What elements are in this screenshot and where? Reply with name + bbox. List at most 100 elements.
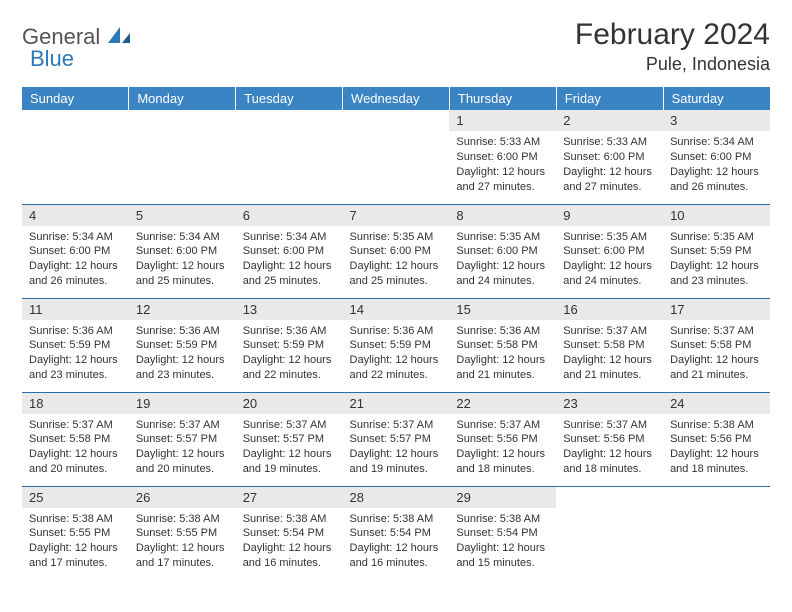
column-header: Tuesday xyxy=(236,87,343,110)
sunset-text: Sunset: 5:57 PM xyxy=(136,432,229,447)
sunrise-text: Sunrise: 5:33 AM xyxy=(563,135,656,150)
sunset-text: Sunset: 6:00 PM xyxy=(456,150,549,165)
daylight-text: Daylight: 12 hours and 18 minutes. xyxy=(456,447,549,477)
calendar-day-cell: 23Sunrise: 5:37 AMSunset: 5:56 PMDayligh… xyxy=(556,392,663,486)
sunrise-text: Sunrise: 5:37 AM xyxy=(136,418,229,433)
calendar-day-cell xyxy=(663,486,770,580)
sunrise-text: Sunrise: 5:36 AM xyxy=(456,324,549,339)
sunset-text: Sunset: 6:00 PM xyxy=(136,244,229,259)
day-details: Sunrise: 5:33 AMSunset: 6:00 PMDaylight:… xyxy=(449,131,556,200)
calendar-day-cell: 21Sunrise: 5:37 AMSunset: 5:57 PMDayligh… xyxy=(343,392,450,486)
calendar-day-cell xyxy=(556,486,663,580)
sunrise-text: Sunrise: 5:37 AM xyxy=(456,418,549,433)
column-header: Wednesday xyxy=(343,87,450,110)
calendar-day-cell: 29Sunrise: 5:38 AMSunset: 5:54 PMDayligh… xyxy=(449,486,556,580)
calendar-day-cell: 20Sunrise: 5:37 AMSunset: 5:57 PMDayligh… xyxy=(236,392,343,486)
sunrise-text: Sunrise: 5:34 AM xyxy=(670,135,763,150)
calendar-week-row: 25 Sunrise: 5:38 AMSunset: 5:55 PM Dayligh… xyxy=(22,486,770,580)
day-number: 15 xyxy=(449,299,556,320)
day-details: Sunrise: 5:38 AMSunset: 5:54 PMDaylight:… xyxy=(343,508,450,577)
daylight-text: Daylight: 12 hours and 27 minutes. xyxy=(456,165,549,195)
calendar-week-row: 18Sunrise: 5:37 AMSunset: 5:58 PMDayligh… xyxy=(22,392,770,486)
daylight-text: Daylight: 12 hours and 20 minutes. xyxy=(29,447,122,477)
sunrise-text: Sunrise: 5:35 AM xyxy=(563,230,656,245)
day-number: 8 xyxy=(449,205,556,226)
sunrise-text: Sunrise: 5:36 AM xyxy=(350,324,443,339)
sunset-text: Sunset: 5:58 PM xyxy=(456,338,549,353)
sunset-text: Sunset: 6:00 PM xyxy=(563,150,656,165)
daylight-text: Daylight: 12 hours and 23 minutes. xyxy=(136,353,229,383)
sunrise-text: Sunrise: 5:38 AM xyxy=(670,418,763,433)
page-header: General February 2024 Pule, Indonesia xyxy=(22,18,770,75)
day-number: 16 xyxy=(556,299,663,320)
sunrise-text: Sunrise: 5:37 AM xyxy=(29,418,122,433)
daylight-text: Daylight: 12 hours and 18 minutes. xyxy=(670,447,763,477)
sunset-text: Sunset: 5:54 PM xyxy=(243,526,336,541)
day-number: 10 xyxy=(663,205,770,226)
sunrise-text: Sunrise: 5:38 AM xyxy=(136,512,229,527)
column-header: Thursday xyxy=(449,87,556,110)
day-details: Sunrise: 5:34 AMSunset: 6:00 PMDaylight:… xyxy=(236,226,343,295)
day-number: 14 xyxy=(343,299,450,320)
day-number: 4 xyxy=(22,205,129,226)
sunset-text: Sunset: 5:58 PM xyxy=(670,338,763,353)
day-number: 7 xyxy=(343,205,450,226)
day-details: Sunrise: 5:37 AMSunset: 5:56 PMDaylight:… xyxy=(449,414,556,483)
sunset-text: Sunset: 5:56 PM xyxy=(563,432,656,447)
calendar-day-cell: 19Sunrise: 5:37 AMSunset: 5:57 PMDayligh… xyxy=(129,392,236,486)
sunset-text: Sunset: 5:58 PM xyxy=(29,432,122,447)
calendar-day-cell: 8Sunrise: 5:35 AMSunset: 6:00 PMDaylight… xyxy=(449,204,556,298)
day-details: Sunrise: 5:35 AMSunset: 6:00 PMDaylight:… xyxy=(556,226,663,295)
sunset-text: Sunset: 6:00 PM xyxy=(29,244,122,259)
day-details: Sunrise: 5:35 AMSunset: 5:59 PMDaylight:… xyxy=(663,226,770,295)
day-details: Sunrise: 5:36 AMSunset: 5:59 PMDaylight:… xyxy=(22,320,129,389)
sunrise-text: Sunrise: 5:35 AM xyxy=(670,230,763,245)
daylight-text: Daylight: 12 hours and 25 minutes. xyxy=(350,259,443,289)
calendar-day-cell: 7Sunrise: 5:35 AMSunset: 6:00 PMDaylight… xyxy=(343,204,450,298)
sunset-text: Sunset: 5:59 PM xyxy=(136,338,229,353)
logo-sail-icon xyxy=(106,25,132,50)
sunrise-text: Sunrise: 5:36 AM xyxy=(136,324,229,339)
daylight-text: Daylight: 12 hours and 20 minutes. xyxy=(136,447,229,477)
calendar-day-cell: 9Sunrise: 5:35 AMSunset: 6:00 PMDaylight… xyxy=(556,204,663,298)
sunrise-text: Sunrise: 5:36 AM xyxy=(29,324,122,339)
sunset-text: Sunset: 5:57 PM xyxy=(243,432,336,447)
location-label: Pule, Indonesia xyxy=(575,54,770,75)
sunset-text: Sunset: 5:59 PM xyxy=(29,338,122,353)
day-details: Sunrise: 5:38 AMSunset: 5:54 PMDaylight:… xyxy=(449,508,556,577)
sunset-text: Sunset: 6:00 PM xyxy=(670,150,763,165)
day-number: 19 xyxy=(129,393,236,414)
title-block: February 2024 Pule, Indonesia xyxy=(575,18,770,75)
calendar-body: 1Sunrise: 5:33 AMSunset: 6:00 PMDaylight… xyxy=(22,110,770,580)
day-details: Sunrise: 5:34 AMSunset: 6:00 PMDaylight:… xyxy=(22,226,129,295)
calendar-page: General February 2024 Pule, Indonesia Bl… xyxy=(0,0,792,598)
calendar-day-cell: 14Sunrise: 5:36 AMSunset: 5:59 PMDayligh… xyxy=(343,298,450,392)
calendar-day-cell xyxy=(343,110,450,204)
calendar-day-cell xyxy=(129,110,236,204)
day-details: Sunrise: 5:37 AMSunset: 5:57 PMDaylight:… xyxy=(129,414,236,483)
day-details: Sunrise: 5:37 AMSunset: 5:57 PMDaylight:… xyxy=(236,414,343,483)
sunrise-text: Sunrise: 5:37 AM xyxy=(243,418,336,433)
calendar-day-cell: 15Sunrise: 5:36 AMSunset: 5:58 PMDayligh… xyxy=(449,298,556,392)
calendar-header-row: SundayMondayTuesdayWednesdayThursdayFrid… xyxy=(22,87,770,110)
day-number: 28 xyxy=(343,487,450,508)
day-number: 5 xyxy=(129,205,236,226)
day-number: 25 xyxy=(22,487,129,508)
daylight-text: Daylight: 12 hours and 16 minutes. xyxy=(350,541,443,571)
day-number: 20 xyxy=(236,393,343,414)
logo-text-blue: Blue xyxy=(30,46,74,71)
sunrise-text: Sunrise: 5:37 AM xyxy=(670,324,763,339)
sunset-text: Sunset: 5:55 PM xyxy=(136,526,229,541)
day-details: Sunrise: 5:35 AMSunset: 6:00 PMDaylight:… xyxy=(449,226,556,295)
day-number: 9 xyxy=(556,205,663,226)
daylight-text: Daylight: 12 hours and 23 minutes. xyxy=(29,353,122,383)
calendar-day-cell: 24Sunrise: 5:38 AMSunset: 5:56 PMDayligh… xyxy=(663,392,770,486)
sunset-text: Sunset: 5:56 PM xyxy=(670,432,763,447)
daylight-text: Daylight: 12 hours and 19 minutes. xyxy=(350,447,443,477)
sunrise-text: Sunrise: 5:34 AM xyxy=(243,230,336,245)
calendar-day-cell: 27Sunrise: 5:38 AMSunset: 5:54 PMDayligh… xyxy=(236,486,343,580)
sunrise-text: Sunrise: 5:37 AM xyxy=(563,324,656,339)
daylight-text: Daylight: 12 hours and 25 minutes. xyxy=(136,259,229,289)
sunset-text: Sunset: 5:56 PM xyxy=(456,432,549,447)
daylight-text: Daylight: 12 hours and 15 minutes. xyxy=(456,541,549,571)
